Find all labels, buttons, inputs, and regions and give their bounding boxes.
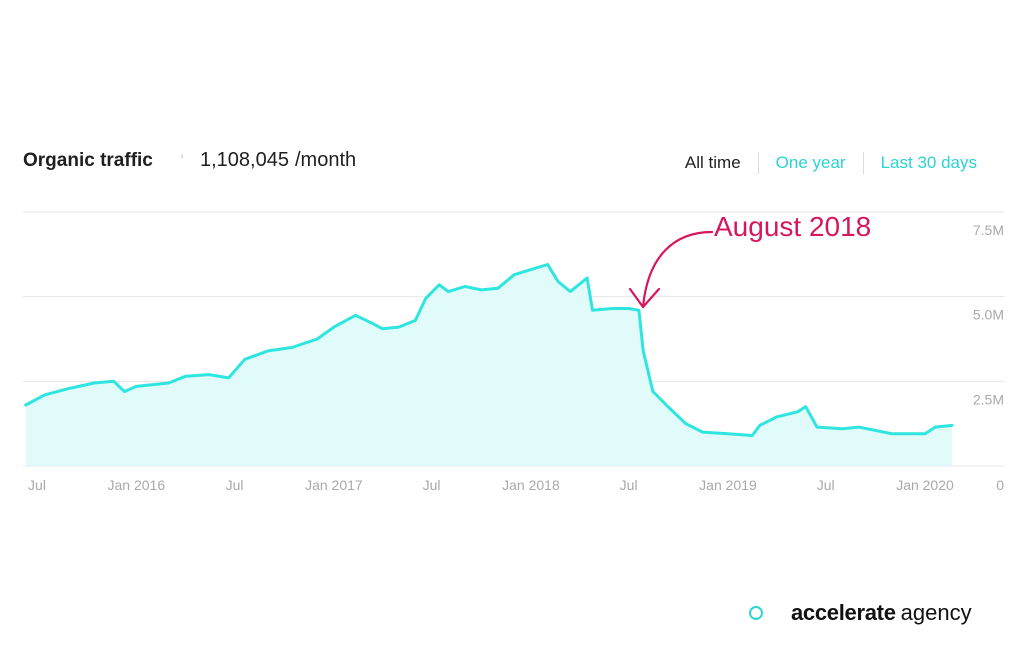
range-selector: All time One year Last 30 days [685, 152, 977, 174]
x-tick-label: Jan 2016 [108, 477, 166, 493]
info-icon[interactable]: ⁱ [181, 153, 183, 165]
range-one-year[interactable]: One year [775, 153, 846, 172]
metric-unit: /month [294, 149, 357, 171]
y-tick-label: 5.0M [973, 307, 1004, 323]
circle-logo-icon [749, 606, 763, 620]
x-tick-label: Jan 2020 [896, 477, 954, 493]
y-tick-label: 2.5M [973, 391, 1004, 407]
x-tick-label: Jul [28, 477, 46, 493]
y-tick-label: 7.5M [973, 222, 1004, 238]
range-all-time[interactable]: All time [684, 153, 741, 172]
annotation-arrowhead [628, 287, 661, 309]
x-tick-label: Jul [620, 477, 638, 493]
range-divider [862, 152, 864, 174]
x-tick-label: Jul [226, 477, 244, 493]
x-tick-label: Jan 2019 [699, 477, 757, 493]
chart-header: Organic traffic ⁱ 1,108,045/month All ti… [23, 146, 983, 178]
x-tick-label: Jan 2018 [502, 477, 560, 493]
brand-logo: accelerate agency [749, 600, 972, 626]
annotation-arrow [641, 230, 714, 309]
x-tick-label: Jul [423, 477, 441, 493]
metric-value: 1,108,045 [200, 149, 289, 171]
chart-title: Organic traffic [23, 150, 153, 171]
traffic-line [24, 263, 954, 437]
brand-name-bold: accelerate [791, 600, 896, 625]
range-last-30-days[interactable]: Last 30 days [880, 153, 977, 172]
traffic-area [25, 264, 952, 466]
brand-name-light: agency [900, 600, 972, 625]
x-tick-label: Jan 2017 [305, 477, 363, 493]
annotation-label: August 2018 [714, 211, 871, 242]
range-divider [757, 152, 759, 174]
traffic-metric: 1,108,045/month [200, 149, 356, 172]
y-tick-label: 0 [996, 477, 1004, 493]
x-tick-label: Jul [817, 477, 835, 493]
